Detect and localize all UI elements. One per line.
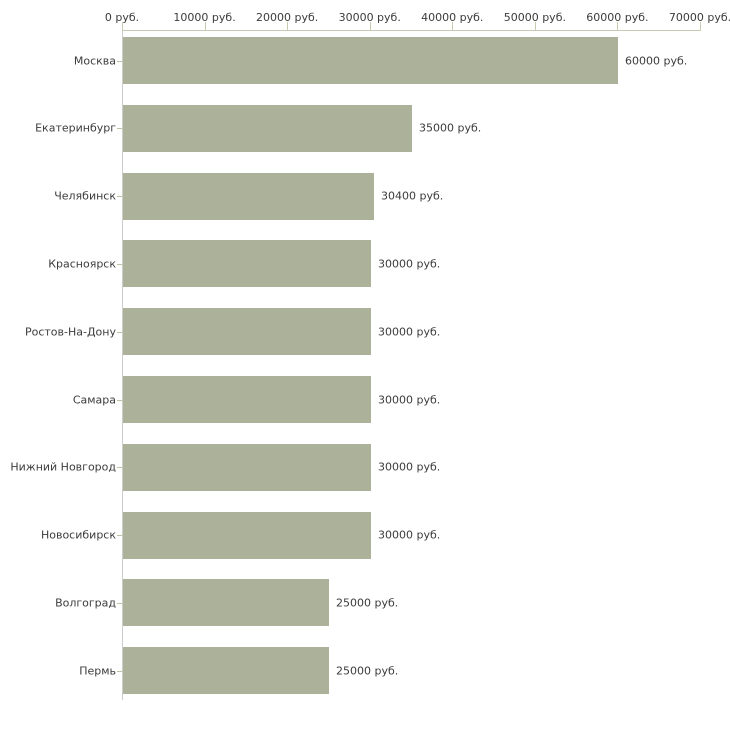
value-label: 60000 руб. xyxy=(625,54,688,67)
x-tick-label: 40000 руб. xyxy=(421,11,484,24)
value-label: 30000 руб. xyxy=(378,325,441,339)
y-tick-mark xyxy=(117,332,122,333)
x-tick-label: 20000 руб. xyxy=(256,11,319,24)
y-tick-mark xyxy=(117,264,122,265)
bar-Самара xyxy=(123,376,371,423)
x-tick-mark xyxy=(287,22,288,30)
bar-Екатеринбург xyxy=(123,105,412,152)
x-tick-mark xyxy=(122,22,123,30)
x-tick-label: 10000 руб. xyxy=(173,11,236,24)
x-tick-label: 60000 руб. xyxy=(586,11,649,24)
value-label: 30000 руб. xyxy=(378,460,441,474)
x-tick-label: 0 руб. xyxy=(104,11,140,24)
category-label: Екатеринбург xyxy=(35,121,116,135)
x-axis-line xyxy=(122,30,701,31)
x-tick-mark xyxy=(617,22,618,30)
bar-Москва xyxy=(123,37,618,84)
x-tick-label: 30000 руб. xyxy=(338,11,401,24)
category-label: Нижний Новгород xyxy=(10,460,116,474)
x-tick-label: 70000 руб. xyxy=(668,11,730,24)
value-label: 30000 руб. xyxy=(378,393,441,406)
bar-Нижний Новгород xyxy=(123,444,371,491)
y-tick-mark xyxy=(117,603,122,604)
category-label: Красноярск xyxy=(48,257,116,271)
y-tick-mark xyxy=(117,535,122,536)
y-tick-mark xyxy=(117,467,122,468)
x-tick-label: 50000 руб. xyxy=(503,11,566,24)
category-label: Челябинск xyxy=(54,189,116,203)
category-label: Новосибирск xyxy=(40,528,116,542)
value-label: 30400 руб. xyxy=(381,189,444,203)
y-tick-mark xyxy=(117,400,122,401)
x-tick-mark xyxy=(535,22,536,30)
bar-Красноярск xyxy=(123,240,371,287)
x-tick-mark xyxy=(452,22,453,30)
x-tick-mark xyxy=(700,22,701,30)
bar-Новосибирск xyxy=(123,512,371,559)
category-label: Пермь xyxy=(79,664,116,678)
value-label: 25000 руб. xyxy=(336,664,399,678)
y-tick-mark xyxy=(117,61,122,62)
value-label: 30000 руб. xyxy=(378,528,441,542)
category-label: Самара xyxy=(72,393,116,406)
category-label: Волгоград xyxy=(55,596,116,610)
category-label: Ростов-На-Дону xyxy=(24,325,116,339)
x-tick-mark xyxy=(205,22,206,30)
category-label: Москва xyxy=(73,54,116,67)
value-label: 30000 руб. xyxy=(378,257,441,271)
bar-Пермь xyxy=(123,647,329,694)
y-tick-mark xyxy=(117,671,122,672)
bar-Волгоград xyxy=(123,579,329,626)
value-label: 35000 руб. xyxy=(419,121,482,135)
value-label: 25000 руб. xyxy=(336,596,399,610)
y-tick-mark xyxy=(117,196,122,197)
bar-Ростов-На-Дону xyxy=(123,308,371,355)
y-tick-mark xyxy=(117,128,122,129)
bar-Челябинск xyxy=(123,173,374,220)
x-tick-mark xyxy=(370,22,371,30)
y-axis-line xyxy=(122,30,123,700)
